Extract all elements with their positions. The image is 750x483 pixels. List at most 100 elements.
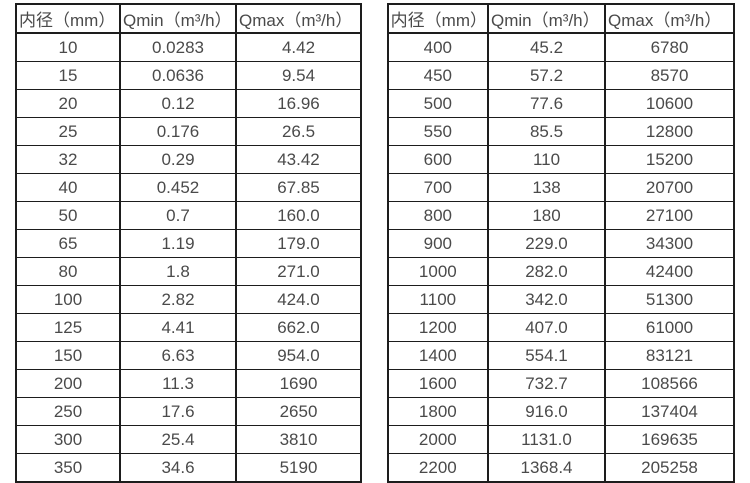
diameter-cell: 500 bbox=[386, 89, 490, 118]
qmax-cell: 83121 bbox=[604, 341, 735, 370]
qmin-cell: 0.12 bbox=[119, 89, 237, 118]
qmin-cell: 0.0636 bbox=[119, 61, 237, 90]
diameter-cell: 200 bbox=[15, 369, 121, 398]
diameter-cell: 32 bbox=[15, 145, 121, 174]
diameter-cell: 1800 bbox=[386, 397, 490, 426]
header-cell-qmax: Qmax（m³/h） bbox=[235, 3, 362, 34]
qmin-cell: 34.6 bbox=[119, 453, 237, 483]
diameter-cell: 2200 bbox=[386, 453, 490, 483]
diameter-cell: 100 bbox=[15, 285, 121, 314]
table-row: 700 138 20700 bbox=[386, 173, 735, 202]
qmin-cell: 45.2 bbox=[487, 32, 606, 62]
table-row: 50 0.7 160.0 bbox=[15, 201, 362, 230]
qmax-cell: 9.54 bbox=[235, 61, 362, 90]
qmax-cell: 4.42 bbox=[235, 32, 362, 62]
qmin-cell: 11.3 bbox=[119, 369, 237, 398]
table-row: 32 0.29 43.42 bbox=[15, 145, 362, 174]
qmin-cell: 2.82 bbox=[119, 285, 237, 314]
qmax-cell: 6780 bbox=[604, 32, 735, 62]
qmax-cell: 205258 bbox=[604, 453, 735, 483]
qmin-cell: 138 bbox=[487, 173, 606, 202]
qmin-cell: 0.29 bbox=[119, 145, 237, 174]
diameter-cell: 400 bbox=[386, 32, 490, 62]
header-cell-qmin: Qmin（m³/h） bbox=[487, 3, 606, 34]
header-cell-qmax: Qmax（m³/h） bbox=[604, 3, 735, 34]
diameter-cell: 1100 bbox=[386, 285, 490, 314]
diameter-cell: 150 bbox=[15, 341, 121, 370]
table-row: 1200 407.0 61000 bbox=[386, 313, 735, 342]
qmax-cell: 179.0 bbox=[235, 229, 362, 258]
table-row: 200 11.3 1690 bbox=[15, 369, 362, 398]
qmax-cell: 1690 bbox=[235, 369, 362, 398]
table-row: 1000 282.0 42400 bbox=[386, 257, 735, 286]
qmax-cell: 16.96 bbox=[235, 89, 362, 118]
diameter-cell: 1000 bbox=[386, 257, 490, 286]
table-row: 450 57.2 8570 bbox=[386, 61, 735, 90]
qmin-cell: 25.4 bbox=[119, 425, 237, 454]
table-row: 300 25.4 3810 bbox=[15, 425, 362, 454]
diameter-cell: 1400 bbox=[386, 341, 490, 370]
qmin-cell: 282.0 bbox=[487, 257, 606, 286]
table-row: 350 34.6 5190 bbox=[15, 453, 362, 483]
table-row: 550 85.5 12800 bbox=[386, 117, 735, 146]
table-row: 800 180 27100 bbox=[386, 201, 735, 230]
header-cell-diameter: 内径（mm） bbox=[15, 3, 121, 34]
qmax-cell: 12800 bbox=[604, 117, 735, 146]
qmin-cell: 1.19 bbox=[119, 229, 237, 258]
diameter-cell: 900 bbox=[386, 229, 490, 258]
qmax-cell: 271.0 bbox=[235, 257, 362, 286]
table-row: 1800 916.0 137404 bbox=[386, 397, 735, 426]
table-row: 2200 1368.4 205258 bbox=[386, 453, 735, 483]
table-row: 40 0.452 67.85 bbox=[15, 173, 362, 202]
qmin-cell: 0.7 bbox=[119, 201, 237, 230]
qmin-cell: 4.41 bbox=[119, 313, 237, 342]
diameter-cell: 80 bbox=[15, 257, 121, 286]
qmax-cell: 61000 bbox=[604, 313, 735, 342]
diameter-cell: 700 bbox=[386, 173, 490, 202]
diameter-cell: 550 bbox=[386, 117, 490, 146]
qmin-cell: 77.6 bbox=[487, 89, 606, 118]
qmax-cell: 108566 bbox=[604, 369, 735, 398]
qmax-cell: 15200 bbox=[604, 145, 735, 174]
qmax-cell: 10600 bbox=[604, 89, 735, 118]
qmin-cell: 1131.0 bbox=[487, 425, 606, 454]
qmin-cell: 110 bbox=[487, 145, 606, 174]
qmax-cell: 2650 bbox=[235, 397, 362, 426]
diameter-cell: 1200 bbox=[386, 313, 490, 342]
qmin-cell: 1.8 bbox=[119, 257, 237, 286]
diameter-cell: 125 bbox=[15, 313, 121, 342]
table-row: 80 1.8 271.0 bbox=[15, 257, 362, 286]
flow-rate-table-large-diameters: 内径（mm） Qmin（m³/h） Qmax（m³/h） 400 45.2 6780 45… bbox=[386, 3, 735, 483]
qmax-cell: 424.0 bbox=[235, 285, 362, 314]
qmax-cell: 169635 bbox=[604, 425, 735, 454]
qmin-cell: 57.2 bbox=[487, 61, 606, 90]
flow-rate-table-small-diameters: 内径（mm） Qmin（m³/h） Qmax（m³/h） 10 0.0283 4.42 1… bbox=[15, 3, 362, 483]
qmin-cell: 342.0 bbox=[487, 285, 606, 314]
header-row: 内径（mm） Qmin（m³/h） Qmax（m³/h） bbox=[386, 3, 735, 34]
table-body: 10 0.0283 4.42 15 0.0636 9.54 20 0.12 16.96 25 0.1… bbox=[15, 32, 362, 483]
diameter-cell: 15 bbox=[15, 61, 121, 90]
table-header: 内径（mm） Qmin（m³/h） Qmax（m³/h） bbox=[386, 3, 735, 34]
header-row: 内径（mm） Qmin（m³/h） Qmax（m³/h） bbox=[15, 3, 362, 34]
table-row: 65 1.19 179.0 bbox=[15, 229, 362, 258]
qmax-cell: 26.5 bbox=[235, 117, 362, 146]
diameter-cell: 600 bbox=[386, 145, 490, 174]
diameter-cell: 20 bbox=[15, 89, 121, 118]
qmax-cell: 954.0 bbox=[235, 341, 362, 370]
qmax-cell: 67.85 bbox=[235, 173, 362, 202]
qmax-cell: 5190 bbox=[235, 453, 362, 483]
qmax-cell: 51300 bbox=[604, 285, 735, 314]
qmin-cell: 0.176 bbox=[119, 117, 237, 146]
table-row: 1400 554.1 83121 bbox=[386, 341, 735, 370]
qmin-cell: 180 bbox=[487, 201, 606, 230]
diameter-cell: 50 bbox=[15, 201, 121, 230]
diameter-cell: 1600 bbox=[386, 369, 490, 398]
diameter-cell: 25 bbox=[15, 117, 121, 146]
qmax-cell: 3810 bbox=[235, 425, 362, 454]
header-cell-qmin: Qmin（m³/h） bbox=[119, 3, 237, 34]
qmin-cell: 407.0 bbox=[487, 313, 606, 342]
qmax-cell: 27100 bbox=[604, 201, 735, 230]
table-row: 400 45.2 6780 bbox=[386, 32, 735, 62]
diameter-cell: 2000 bbox=[386, 425, 490, 454]
